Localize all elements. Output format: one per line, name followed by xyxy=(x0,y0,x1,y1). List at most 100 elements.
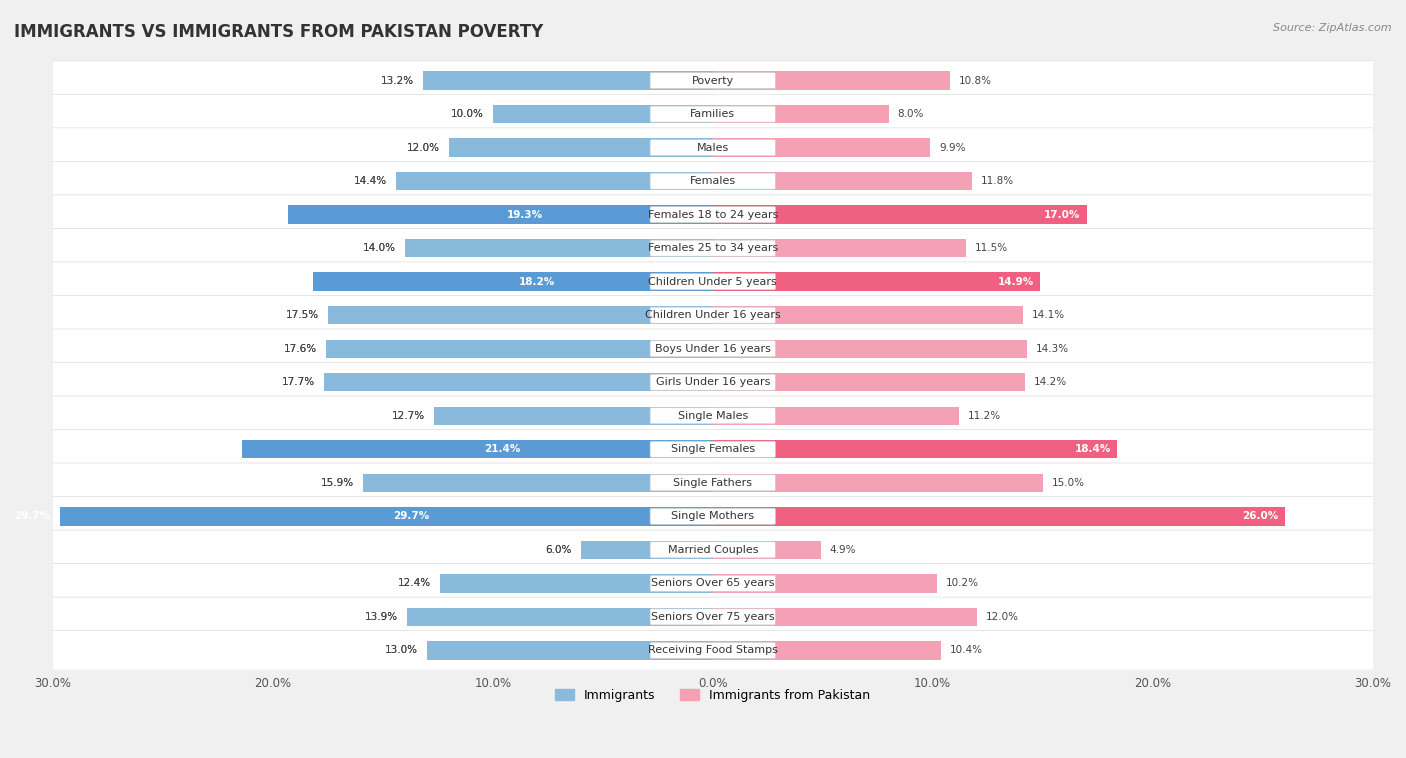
Text: 19.3%: 19.3% xyxy=(508,210,543,220)
Text: 6.0%: 6.0% xyxy=(546,545,572,555)
Bar xyxy=(713,474,1043,492)
FancyBboxPatch shape xyxy=(650,274,776,290)
Bar xyxy=(713,306,1022,324)
Bar xyxy=(242,440,713,459)
Text: 29.7%: 29.7% xyxy=(14,512,51,522)
FancyBboxPatch shape xyxy=(650,73,776,89)
Text: Girls Under 16 years: Girls Under 16 years xyxy=(655,377,770,387)
Text: 15.9%: 15.9% xyxy=(321,478,354,488)
FancyBboxPatch shape xyxy=(650,240,776,256)
Text: IMMIGRANTS VS IMMIGRANTS FROM PAKISTAN POVERTY: IMMIGRANTS VS IMMIGRANTS FROM PAKISTAN P… xyxy=(14,23,543,41)
Text: 19.3%: 19.3% xyxy=(243,210,280,220)
Text: Single Fathers: Single Fathers xyxy=(673,478,752,488)
Bar xyxy=(713,139,931,157)
Text: 17.0%: 17.0% xyxy=(1043,210,1080,220)
Bar xyxy=(713,272,1040,291)
Bar xyxy=(288,205,713,224)
Bar xyxy=(713,105,889,124)
Bar xyxy=(581,540,713,559)
Text: Boys Under 16 years: Boys Under 16 years xyxy=(655,343,770,354)
FancyBboxPatch shape xyxy=(650,575,776,591)
Text: Single Mothers: Single Mothers xyxy=(671,512,755,522)
Text: 13.2%: 13.2% xyxy=(381,76,413,86)
FancyBboxPatch shape xyxy=(650,139,776,155)
Text: 10.0%: 10.0% xyxy=(451,109,484,119)
FancyBboxPatch shape xyxy=(39,362,1386,402)
Legend: Immigrants, Immigrants from Pakistan: Immigrants, Immigrants from Pakistan xyxy=(550,684,876,707)
Bar xyxy=(494,105,713,124)
Text: 12.0%: 12.0% xyxy=(986,612,1018,622)
Text: 14.3%: 14.3% xyxy=(1036,343,1069,354)
Bar xyxy=(328,306,713,324)
Text: 13.0%: 13.0% xyxy=(385,645,418,656)
FancyBboxPatch shape xyxy=(39,631,1386,670)
Text: 17.7%: 17.7% xyxy=(281,377,315,387)
Text: 17.5%: 17.5% xyxy=(285,310,319,320)
Text: Married Couples: Married Couples xyxy=(668,545,758,555)
Text: 13.2%: 13.2% xyxy=(381,76,413,86)
FancyBboxPatch shape xyxy=(39,530,1386,569)
Bar xyxy=(713,608,977,626)
Bar xyxy=(312,272,713,291)
FancyBboxPatch shape xyxy=(650,642,776,659)
FancyBboxPatch shape xyxy=(650,307,776,323)
Text: 14.0%: 14.0% xyxy=(363,243,396,253)
Bar xyxy=(713,239,966,258)
FancyBboxPatch shape xyxy=(39,128,1386,168)
Text: 18.2%: 18.2% xyxy=(267,277,304,287)
Text: 4.9%: 4.9% xyxy=(830,545,856,555)
FancyBboxPatch shape xyxy=(39,161,1386,201)
Text: Females 25 to 34 years: Females 25 to 34 years xyxy=(648,243,778,253)
FancyBboxPatch shape xyxy=(650,340,776,357)
Bar xyxy=(433,406,713,425)
Text: 12.4%: 12.4% xyxy=(398,578,432,588)
Text: 17.6%: 17.6% xyxy=(284,343,316,354)
Text: 29.7%: 29.7% xyxy=(392,512,429,522)
Bar xyxy=(427,641,713,659)
Text: Single Females: Single Females xyxy=(671,444,755,454)
Bar xyxy=(713,540,821,559)
FancyBboxPatch shape xyxy=(39,430,1386,469)
Text: 18.4%: 18.4% xyxy=(1074,444,1111,454)
Text: 12.4%: 12.4% xyxy=(398,578,432,588)
FancyBboxPatch shape xyxy=(39,94,1386,134)
Text: 11.8%: 11.8% xyxy=(981,176,1014,186)
FancyBboxPatch shape xyxy=(39,597,1386,637)
Text: 12.0%: 12.0% xyxy=(408,143,440,152)
Text: 10.8%: 10.8% xyxy=(959,76,993,86)
Text: 15.0%: 15.0% xyxy=(1052,478,1084,488)
Text: Children Under 16 years: Children Under 16 years xyxy=(645,310,780,320)
Text: 17.5%: 17.5% xyxy=(285,310,319,320)
Text: 14.9%: 14.9% xyxy=(998,277,1033,287)
Bar xyxy=(713,406,959,425)
Text: 21.4%: 21.4% xyxy=(197,444,233,454)
FancyBboxPatch shape xyxy=(39,496,1386,536)
Bar xyxy=(405,239,713,258)
FancyBboxPatch shape xyxy=(39,396,1386,436)
Text: 26.0%: 26.0% xyxy=(1241,512,1278,522)
Bar xyxy=(323,373,713,391)
FancyBboxPatch shape xyxy=(39,329,1386,368)
Bar xyxy=(59,507,713,525)
Text: Females 18 to 24 years: Females 18 to 24 years xyxy=(648,210,778,220)
Bar xyxy=(713,172,973,190)
Text: 13.9%: 13.9% xyxy=(366,612,398,622)
Text: 6.0%: 6.0% xyxy=(546,545,572,555)
Bar xyxy=(713,574,936,593)
Text: 15.9%: 15.9% xyxy=(321,478,354,488)
FancyBboxPatch shape xyxy=(39,463,1386,503)
Text: 18.2%: 18.2% xyxy=(519,277,555,287)
Bar xyxy=(713,205,1087,224)
Text: 14.1%: 14.1% xyxy=(1032,310,1064,320)
Text: Families: Families xyxy=(690,109,735,119)
Text: Source: ZipAtlas.com: Source: ZipAtlas.com xyxy=(1274,23,1392,33)
FancyBboxPatch shape xyxy=(650,106,776,122)
Text: 14.0%: 14.0% xyxy=(363,243,396,253)
Bar xyxy=(713,440,1118,459)
FancyBboxPatch shape xyxy=(39,195,1386,234)
Text: 8.0%: 8.0% xyxy=(897,109,924,119)
Bar xyxy=(440,574,713,593)
Text: 9.9%: 9.9% xyxy=(939,143,966,152)
Text: 11.5%: 11.5% xyxy=(974,243,1008,253)
FancyBboxPatch shape xyxy=(650,173,776,190)
